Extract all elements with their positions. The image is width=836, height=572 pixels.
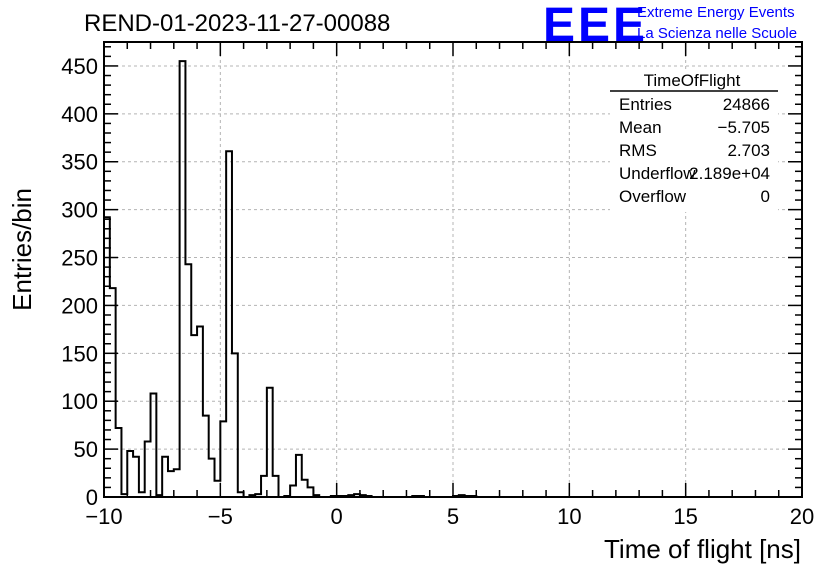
- stats-box: TimeOfFlight Entries 24866 Mean −5.705 R…: [610, 70, 778, 212]
- x-tick-label: 10: [557, 504, 581, 529]
- x-tick-label: 5: [447, 504, 459, 529]
- x-tick-label: −5: [208, 504, 233, 529]
- logo-text-line2: La Scienza nelle Scuole: [637, 25, 798, 42]
- stats-overflow-value: 0: [761, 187, 770, 206]
- x-tick-label: 0: [331, 504, 343, 529]
- stats-entries-label: Entries: [619, 95, 672, 114]
- axis-ticks: [103, 42, 803, 498]
- stats-mean-label: Mean: [619, 118, 662, 137]
- y-tick-label: 300: [61, 198, 98, 223]
- y-tick-label: 250: [61, 246, 98, 271]
- y-tick-label: 150: [61, 341, 98, 366]
- stats-box-background: [610, 70, 778, 212]
- y-axis-title: Entries/bin: [7, 188, 37, 311]
- stats-rms-label: RMS: [619, 141, 657, 160]
- stats-overflow-label: Overflow: [619, 187, 687, 206]
- x-tick-label: 15: [673, 504, 697, 529]
- y-tick-label: 400: [61, 102, 98, 127]
- stats-rms-value: 2.703: [727, 141, 770, 160]
- x-axis-title: Time of flight [ns]: [604, 534, 801, 564]
- stats-underflow-label: Underflow: [619, 164, 696, 183]
- y-tick-label: 200: [61, 293, 98, 318]
- plot-frame: [103, 41, 803, 498]
- y-tick-label: 450: [61, 54, 98, 79]
- x-tick-label: −10: [85, 504, 122, 529]
- eee-logo-mark: EEE: [543, 0, 649, 52]
- stats-underflow-value: 2.189e+04: [689, 164, 770, 183]
- stats-entries-value: 24866: [723, 95, 770, 114]
- logo-text-line1: Extreme Energy Events: [637, 4, 795, 21]
- x-tick-label: 20: [790, 504, 814, 529]
- y-tick-label: 350: [61, 150, 98, 175]
- stats-mean-value: −5.705: [718, 118, 770, 137]
- y-tick-label: 50: [74, 437, 98, 462]
- page-title: REND-01-2023-11-27-00088: [84, 10, 391, 37]
- stats-box-title: TimeOfFlight: [644, 71, 741, 90]
- y-tick-label: 0: [86, 485, 98, 510]
- y-tick-label: 100: [61, 389, 98, 414]
